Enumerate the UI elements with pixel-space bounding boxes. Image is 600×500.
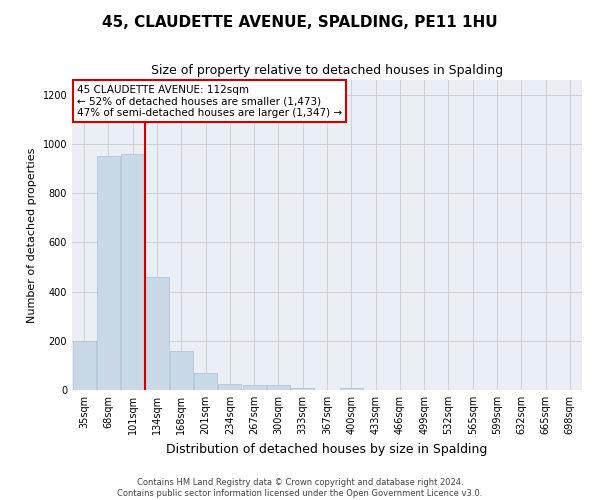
Text: Contains HM Land Registry data © Crown copyright and database right 2024.
Contai: Contains HM Land Registry data © Crown c…: [118, 478, 482, 498]
Bar: [170, 350, 193, 390]
Bar: [291, 388, 314, 390]
Bar: [218, 384, 241, 390]
Title: Size of property relative to detached houses in Spalding: Size of property relative to detached ho…: [151, 64, 503, 78]
Bar: [194, 373, 217, 390]
Bar: [267, 385, 290, 390]
Bar: [73, 341, 95, 390]
Bar: [242, 385, 266, 390]
Text: 45 CLAUDETTE AVENUE: 112sqm
← 52% of detached houses are smaller (1,473)
47% of : 45 CLAUDETTE AVENUE: 112sqm ← 52% of det…: [77, 84, 342, 118]
Bar: [97, 156, 120, 390]
Y-axis label: Number of detached properties: Number of detached properties: [27, 148, 37, 322]
Text: 45, CLAUDETTE AVENUE, SPALDING, PE11 1HU: 45, CLAUDETTE AVENUE, SPALDING, PE11 1HU: [102, 15, 498, 30]
Bar: [145, 277, 169, 390]
Bar: [121, 154, 144, 390]
Bar: [340, 388, 363, 390]
X-axis label: Distribution of detached houses by size in Spalding: Distribution of detached houses by size …: [166, 442, 488, 456]
